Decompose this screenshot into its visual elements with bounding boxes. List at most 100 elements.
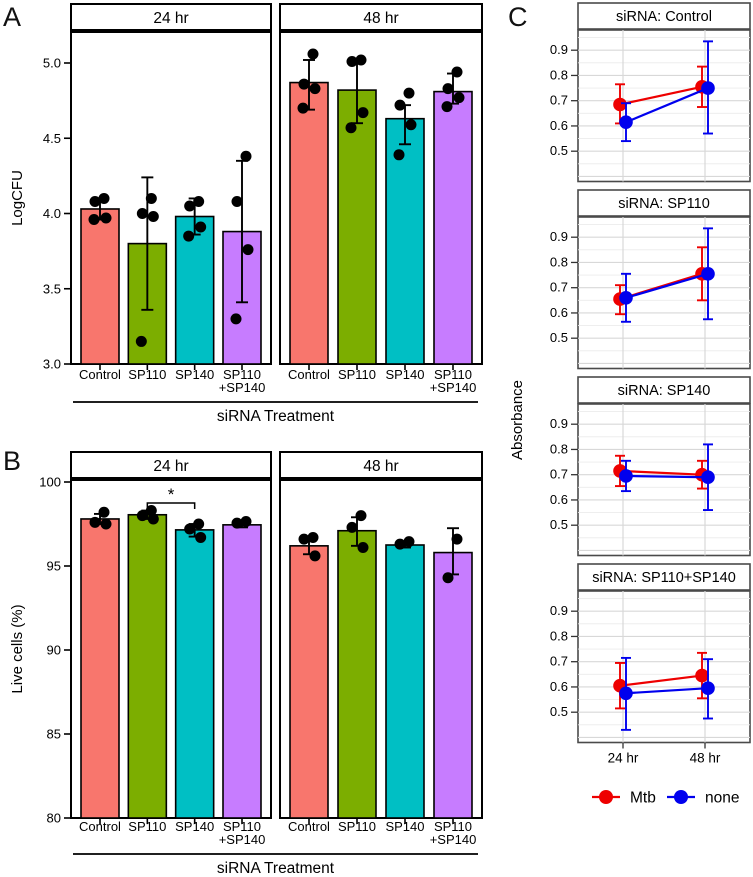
x-tick-label: 48 hr	[690, 751, 721, 766]
significance-bracket	[146, 502, 196, 509]
y-tick-label: 0.7	[550, 93, 568, 108]
data-point	[135, 335, 147, 347]
x-tick-label: SP140	[175, 367, 214, 382]
facet-strip-label: 48 hr	[363, 10, 398, 27]
x-tick-label: SP140	[385, 819, 424, 834]
bar	[385, 544, 425, 819]
facet-strip	[279, 451, 483, 479]
data-point	[231, 517, 243, 529]
series-point	[613, 97, 627, 112]
data-point	[183, 230, 195, 242]
x-axis-title: siRNA Treatment	[217, 860, 335, 877]
x-tick-label: Control	[288, 367, 330, 382]
y-tick-label: 0.8	[550, 254, 568, 269]
y-tick-label: 0.5	[550, 330, 568, 345]
y-tick-label: 95	[47, 559, 61, 574]
data-point	[88, 214, 100, 226]
y-tick-label: 0.5	[550, 517, 568, 532]
x-axis-title: siRNA Treatment	[217, 408, 335, 425]
bar	[174, 529, 215, 819]
data-point	[298, 78, 310, 90]
bar	[80, 208, 120, 365]
y-tick-label: 0.7	[550, 280, 568, 295]
legend-label: Mtb	[630, 790, 656, 807]
panel-c-letter: C	[508, 2, 528, 32]
x-tick-label: SP110	[338, 819, 376, 834]
data-point	[442, 572, 454, 584]
y-tick-label: 100	[39, 475, 61, 490]
x-tick-label: SP110	[128, 367, 166, 382]
data-point	[451, 533, 463, 545]
data-point	[147, 513, 159, 525]
x-tick-label: Control	[288, 819, 330, 834]
data-point	[355, 54, 367, 66]
y-tick-label: 0.9	[550, 42, 568, 57]
x-tick-label: Control	[79, 819, 121, 834]
panel-b-letter: B	[3, 446, 22, 476]
data-point	[298, 533, 310, 545]
data-point	[346, 55, 358, 67]
bar	[289, 81, 329, 365]
data-point	[195, 531, 207, 543]
series-line	[619, 469, 703, 476]
y-axis-title: LogCFU	[9, 170, 26, 226]
data-point	[441, 101, 453, 113]
facet-strip-label: siRNA: SP110	[618, 196, 710, 212]
series-line	[619, 674, 703, 687]
plot-area	[577, 216, 751, 370]
data-point	[394, 538, 406, 550]
y-axis-title: Live cells (%)	[9, 604, 26, 693]
plot-area	[577, 590, 751, 744]
x-tick-label: SP110	[128, 819, 166, 834]
data-point	[309, 550, 321, 562]
y-tick-label: 0.5	[550, 143, 568, 158]
x-tick-label: +SP140	[430, 380, 477, 395]
x-tick-label: 24 hr	[608, 751, 639, 766]
data-point	[403, 87, 415, 99]
data-point	[193, 518, 205, 530]
data-point	[307, 531, 319, 543]
data-point	[453, 92, 465, 104]
data-point	[184, 200, 196, 212]
plot-area	[577, 403, 751, 557]
bar	[433, 551, 473, 819]
series-point	[619, 686, 633, 701]
y-axis-title: Absorbance	[509, 380, 526, 460]
data-point	[297, 102, 309, 114]
bar	[174, 215, 215, 365]
series-point	[701, 681, 715, 696]
data-point	[240, 515, 252, 527]
y-tick-label: 0.9	[550, 416, 568, 431]
data-point	[100, 212, 112, 224]
facet-strip-label: 24 hr	[153, 10, 188, 27]
bar	[433, 90, 473, 365]
series-line	[625, 87, 709, 124]
data-point	[184, 523, 196, 535]
y-tick-label: 4.0	[43, 206, 61, 221]
facet-strip	[279, 3, 483, 31]
y-tick-label: 0.6	[550, 305, 568, 320]
x-tick-label: SP110	[223, 367, 261, 382]
legend-key-point	[674, 790, 688, 804]
bar	[80, 518, 120, 819]
facet-strip-label: 24 hr	[153, 458, 188, 475]
data-point	[100, 518, 112, 530]
facet-strip	[577, 189, 751, 217]
data-point	[357, 542, 369, 554]
y-tick-label: 85	[47, 727, 61, 742]
y-tick-label: 0.9	[550, 229, 568, 244]
data-point	[195, 221, 207, 233]
y-tick-label: 0.5	[550, 704, 568, 719]
x-tick-label: +SP140	[219, 380, 266, 395]
y-tick-label: 0.9	[550, 603, 568, 618]
series-point	[619, 469, 633, 483]
y-tick-label: 0.7	[550, 654, 568, 669]
data-point	[89, 516, 101, 528]
y-tick-label: 0.7	[550, 467, 568, 482]
series-point	[701, 267, 715, 281]
x-tick-label: SP110	[338, 367, 376, 382]
data-point	[307, 48, 319, 60]
facet-strip-label: siRNA: SP140	[618, 383, 711, 399]
